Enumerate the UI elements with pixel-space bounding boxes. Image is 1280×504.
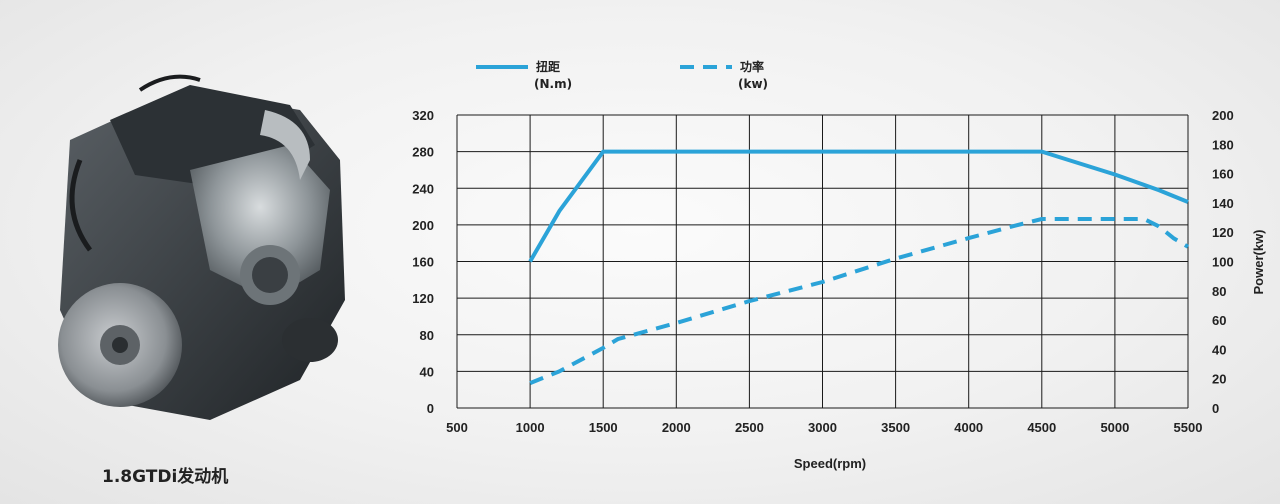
y2-axis-title: Power(kw) [1251,229,1266,294]
x-tick-label: 3500 [881,420,910,435]
legend: 扭距 (N.m) 功率 (kw) [476,59,768,91]
y2-tick-label: 60 [1212,313,1226,328]
y2-tick-labels: 0 20 40 60 80 100 120 140 160 180 200 [1212,108,1234,416]
y-tick-label: 200 [412,218,434,233]
engine-photo [40,50,370,450]
x-tick-label: 2000 [662,420,691,435]
x-axis-title: Speed(rpm) [794,456,866,471]
x-tick-label: 3000 [808,420,837,435]
y2-tick-label: 80 [1212,284,1226,299]
y-tick-label: 280 [412,145,434,160]
grid [456,114,1189,409]
y2-tick-label: 20 [1212,372,1226,387]
y2-tick-label: 160 [1212,167,1234,182]
y-tick-label: 320 [412,108,434,123]
x-tick-label: 4500 [1027,420,1056,435]
x-tick-label: 1000 [516,420,545,435]
series-lines [528,149,1190,385]
x-tick-label: 5000 [1100,420,1129,435]
x-tick-labels: 500 1000 1500 2000 2500 3000 3500 4000 4500 5000 5… [446,420,1202,435]
y-tick-label: 0 [427,401,434,416]
engine-illustration [58,74,345,420]
y2-tick-label: 200 [1212,108,1234,123]
x-tick-label: 500 [446,420,468,435]
y2-tick-label: 180 [1212,137,1234,152]
y2-tick-label: 140 [1212,196,1234,211]
x-tick-label: 2500 [735,420,764,435]
x-tick-label: 5500 [1174,420,1203,435]
y-tick-label: 240 [412,181,434,196]
power-line [529,217,1190,385]
y2-tick-label: 100 [1212,255,1234,270]
legend-label: 扭距 [536,59,560,74]
y-tick-labels: 0 40 80 120 160 200 240 280 320 [412,108,434,416]
engine-label: 1.8GTDi发动机 [102,467,229,487]
x-tick-label: 1500 [589,420,618,435]
y-tick-label: 120 [412,291,434,306]
legend-unit: (N.m) [534,77,572,91]
y-tick-label: 160 [412,255,434,270]
y2-tick-label: 0 [1212,401,1219,416]
x-tick-label: 4000 [954,420,983,435]
y-tick-label: 40 [420,364,434,379]
y-tick-label: 80 [420,328,434,343]
y2-tick-label: 120 [1212,225,1234,240]
torque-line [528,149,1189,263]
y2-tick-label: 40 [1212,342,1226,357]
legend-unit: (kw) [738,77,768,91]
legend-label: 功率 [740,59,764,74]
